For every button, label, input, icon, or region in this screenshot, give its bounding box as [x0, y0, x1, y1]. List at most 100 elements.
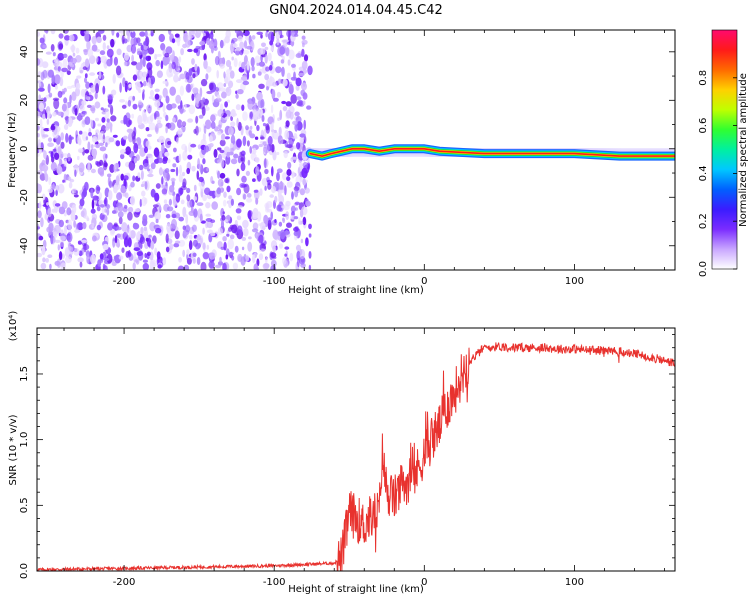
- noise-speck: [277, 78, 282, 85]
- noise-speck: [243, 40, 248, 49]
- noise-speck: [84, 31, 90, 42]
- noise-speck: [173, 243, 180, 248]
- noise-speck: [209, 252, 216, 260]
- noise-speck: [123, 135, 128, 140]
- noise-speck: [296, 142, 301, 150]
- figure-title: GN04.2024.014.04.45.C42: [269, 3, 443, 18]
- snr-y-ticks: 0.0 0.5 1.0 1.5: [19, 334, 675, 579]
- noise-speck: [139, 31, 146, 37]
- noise-speck: [233, 153, 239, 159]
- noise-speck: [62, 53, 68, 58]
- noise-speck: [236, 215, 242, 221]
- colorbar-tick-label: 0.4: [698, 165, 709, 181]
- noise-speck: [242, 135, 247, 147]
- noise-speck: [169, 185, 175, 193]
- noise-speck: [217, 130, 222, 136]
- noise-speck: [58, 251, 63, 261]
- noise-speck: [293, 227, 299, 232]
- noise-speck: [40, 262, 47, 270]
- noise-speck: [241, 246, 245, 251]
- noise-speck: [132, 37, 139, 46]
- noise-speck: [75, 190, 79, 195]
- noise-speck: [235, 90, 238, 95]
- noise-speck: [265, 31, 268, 38]
- noise-speck: [198, 45, 205, 51]
- noise-speck: [59, 241, 65, 247]
- noise-speck: [119, 99, 126, 103]
- noise-speck: [161, 188, 168, 195]
- noise-speck: [52, 111, 57, 117]
- noise-speck: [102, 85, 106, 95]
- noise-speck: [124, 151, 131, 155]
- noise-speck: [68, 245, 72, 251]
- noise-speck: [83, 30, 90, 35]
- noise-speck: [196, 30, 203, 33]
- colorbar-gradient: [711, 29, 738, 270]
- x-tick-label: 100: [565, 577, 584, 588]
- noise-speck: [70, 212, 76, 222]
- noise-speck: [206, 90, 213, 95]
- noise-speck: [110, 89, 117, 96]
- noise-speck: [47, 83, 51, 94]
- noise-speck: [219, 172, 226, 179]
- noise-speck: [241, 175, 247, 183]
- noise-speck: [286, 72, 291, 80]
- noise-speck: [303, 119, 307, 130]
- noise-speck: [217, 147, 222, 151]
- noise-speck: [303, 135, 307, 144]
- noise-speck: [163, 199, 168, 204]
- noise-speck: [90, 254, 96, 264]
- noise-speck: [127, 99, 132, 107]
- noise-speck: [272, 81, 278, 87]
- noise-speck: [84, 95, 88, 100]
- noise-speck: [116, 226, 122, 231]
- noise-speck: [118, 216, 123, 225]
- noise-speck: [69, 94, 72, 105]
- noise-speck: [112, 74, 116, 84]
- noise-speck: [96, 224, 102, 231]
- y-tick-label: 0.5: [19, 497, 30, 513]
- noise-speck: [284, 185, 287, 196]
- noise-speck: [298, 66, 306, 71]
- noise-speck: [208, 260, 215, 269]
- noise-speck: [131, 30, 134, 33]
- noise-speck: [37, 58, 41, 66]
- noise-speck: [59, 235, 66, 241]
- noise-speck: [123, 52, 130, 61]
- noise-speck: [182, 171, 185, 177]
- noise-speck: [116, 233, 121, 238]
- y-tick-label: -20: [19, 189, 30, 205]
- noise-speck: [134, 259, 139, 263]
- noise-speck: [88, 132, 92, 137]
- noise-speck: [103, 199, 107, 205]
- noise-speck: [46, 226, 52, 233]
- noise-speck: [73, 248, 80, 256]
- noise-speck: [108, 137, 115, 143]
- noise-speck: [217, 109, 224, 117]
- noise-speck: [102, 160, 108, 171]
- noise-speck: [99, 253, 104, 260]
- noise-speck: [162, 104, 166, 113]
- noise-speck: [198, 176, 204, 183]
- snr-frame: [36, 327, 676, 572]
- noise-speck: [139, 76, 146, 81]
- noise-speck: [252, 73, 256, 79]
- noise-speck: [132, 262, 136, 270]
- noise-speck: [147, 133, 152, 138]
- noise-speck: [293, 216, 298, 220]
- noise-speck: [253, 189, 259, 193]
- noise-speck: [106, 118, 110, 123]
- noise-speck: [64, 35, 71, 41]
- noise-speck: [60, 91, 66, 95]
- noise-speck: [132, 135, 136, 145]
- noise-speck: [74, 107, 78, 116]
- noise-speck: [180, 48, 185, 56]
- noise-speck: [63, 124, 69, 130]
- noise-speck: [147, 173, 154, 178]
- noise-speck: [282, 106, 288, 112]
- noise-speck: [217, 241, 223, 249]
- noise-speck: [246, 60, 250, 71]
- noise-speck: [245, 170, 250, 176]
- noise-speck: [186, 75, 193, 84]
